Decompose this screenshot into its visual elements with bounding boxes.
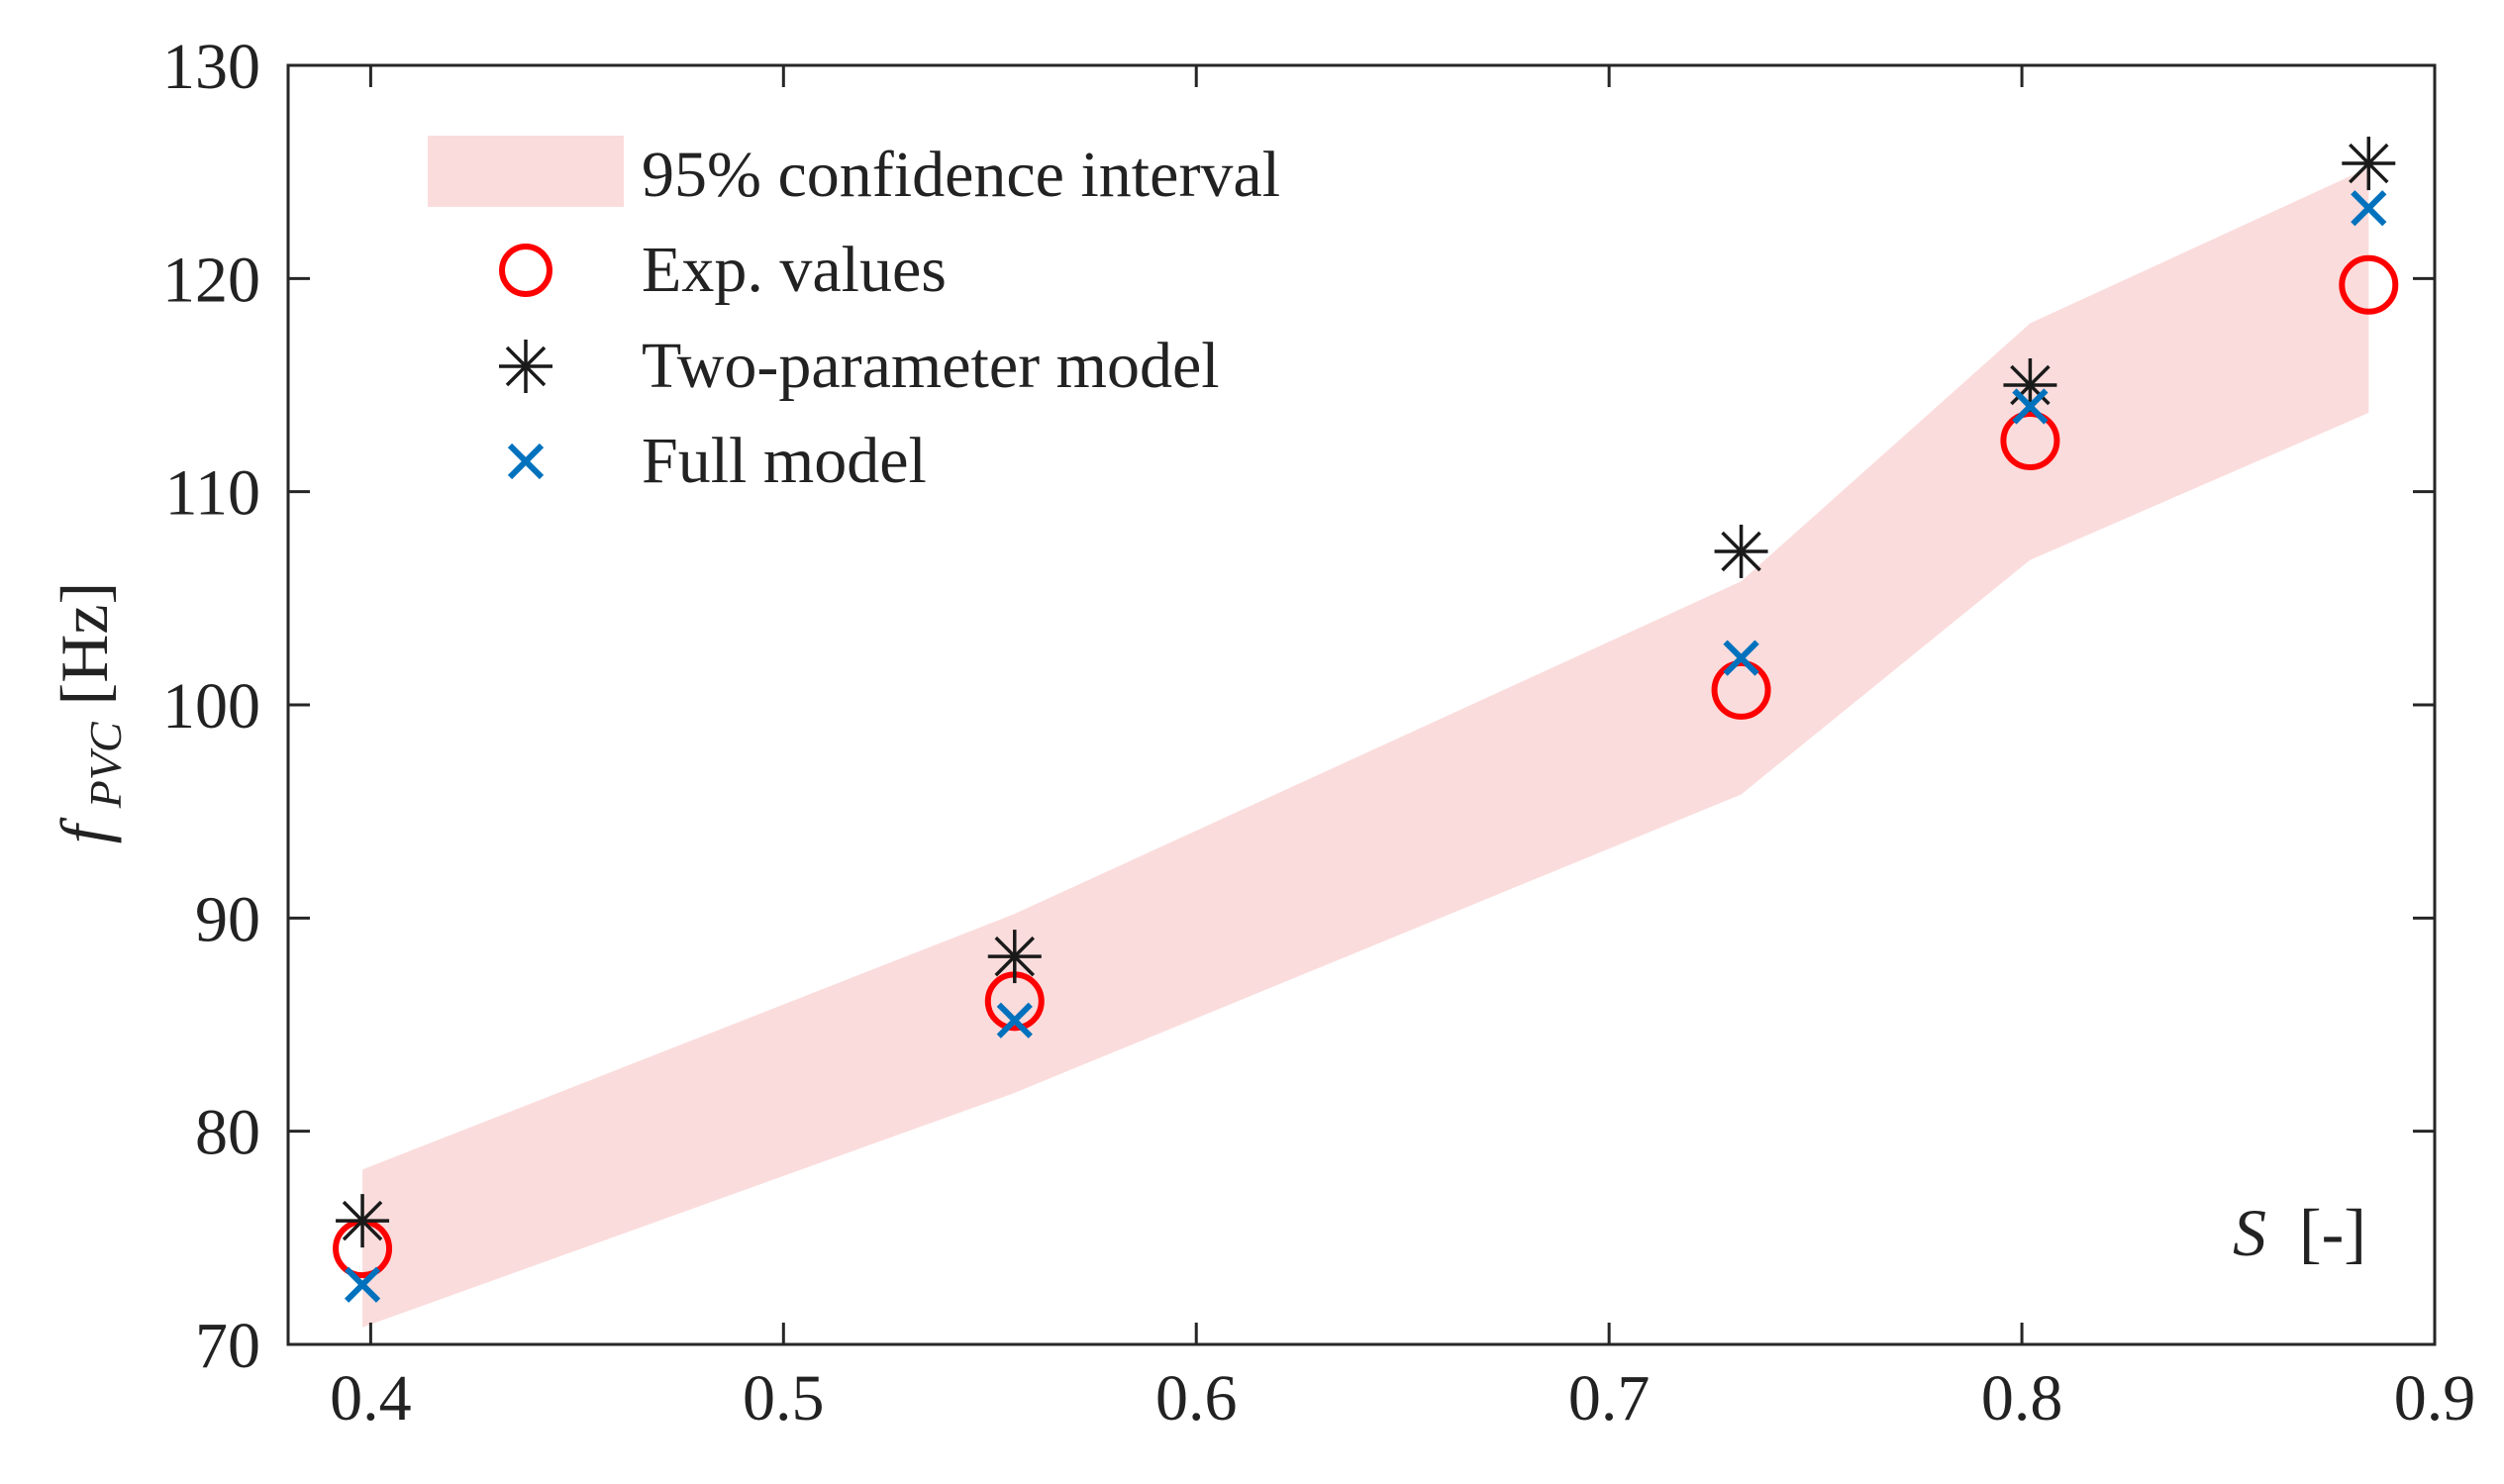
x-tick-label: 0.6	[1155, 1362, 1238, 1435]
svg-text:S [-]: S [-]	[2233, 1195, 2366, 1270]
exp-value-point	[1711, 659, 1771, 720]
y-axis-symbol: f	[47, 817, 122, 843]
x-tick-label: 0.4	[330, 1362, 412, 1435]
two-parameter-model-point	[2342, 137, 2396, 191]
two-parameter-model-point	[987, 930, 1042, 984]
y-tick-label: 70	[195, 1310, 260, 1382]
full-model-point	[2351, 190, 2387, 227]
two-parameter-model-point	[1714, 524, 1768, 578]
full-model-point	[2012, 388, 2049, 425]
full-model-point	[996, 1002, 1033, 1039]
x-tick-label: 0.5	[743, 1362, 825, 1435]
legend-marker-full-model	[507, 443, 545, 480]
legend-marker-two-parameter-model	[499, 340, 552, 393]
y-tick-label: 100	[162, 670, 260, 742]
legend-swatch-confidence-interval	[428, 136, 624, 207]
y-axis-unit: [Hz]	[47, 582, 122, 706]
two-parameter-model-point	[336, 1194, 390, 1248]
legend-label-two-parameter-model: Two-parameter model	[642, 330, 1220, 402]
full-model-point	[344, 1266, 381, 1303]
y-tick-label: 130	[162, 31, 260, 103]
x-tick-label: 0.8	[1981, 1362, 2063, 1435]
exp-value-point	[2339, 254, 2399, 315]
legend-label-full-model: Full model	[642, 425, 927, 497]
legend-label-exp-values: Exp. values	[642, 234, 947, 306]
y-tick-label: 120	[162, 244, 260, 316]
confidence-band	[362, 167, 2369, 1328]
y-tick-label: 110	[164, 457, 260, 530]
y-axis-subscript: PVC	[80, 721, 131, 809]
axis-ticks: 0.4 0.5 0.6 0.7 0.8 0.9 70 80 90 100 110 120 130	[162, 31, 2475, 1435]
x-axis-label: S [-]	[2233, 1195, 2366, 1270]
x-tick-label: 0.7	[1568, 1362, 1651, 1435]
y-tick-label: 80	[195, 1097, 260, 1169]
y-axis-label: f PVC [Hz]	[47, 582, 136, 843]
x-axis-unit: [-]	[2299, 1195, 2366, 1270]
legend-label-confidence-interval: 95% confidence interval	[642, 139, 1280, 211]
exp-value-point	[2000, 410, 2060, 470]
x-tick-label: 0.9	[2394, 1362, 2476, 1435]
svg-text:f PVC [Hz]: f PVC [Hz]	[47, 582, 136, 843]
full-model-point	[1723, 640, 1759, 676]
y-tick-label: 90	[195, 883, 260, 955]
legend: 95% confidence interval Exp. values Two-…	[428, 136, 1280, 497]
x-axis-symbol: S	[2233, 1195, 2266, 1270]
data-markers	[333, 137, 2399, 1303]
legend-marker-exp-values	[499, 244, 552, 297]
